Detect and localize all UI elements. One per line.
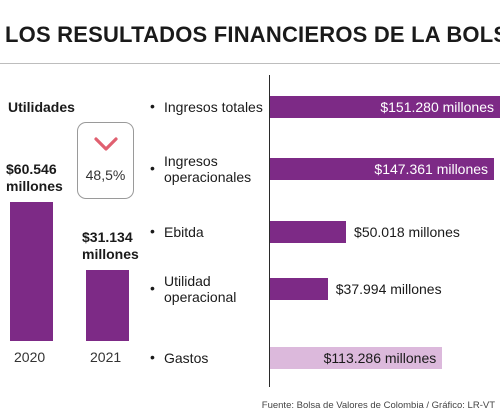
bar-value-label: $151.280 millones — [380, 99, 494, 115]
bar-value-label: $113.286 millones — [323, 350, 437, 366]
bar-value-label: $50.018 millones — [354, 224, 460, 240]
x-tick-2021: 2021 — [90, 349, 122, 365]
bar — [270, 158, 495, 180]
bullet-icon: • — [150, 280, 155, 296]
bullet-icon: • — [150, 349, 155, 365]
bar — [270, 221, 347, 243]
bar-2021 — [86, 269, 129, 341]
bullet-icon: • — [150, 160, 155, 176]
change-badge: 48,5% — [77, 122, 134, 199]
category-label: Gastos — [164, 350, 209, 366]
x-tick-2020: 2020 — [14, 349, 46, 365]
category-label: Utilidad operacional — [164, 273, 237, 305]
bullet-icon: • — [150, 98, 155, 114]
category-label: Ingresos operacionales — [164, 153, 252, 185]
category-label: Ingresos totales — [164, 99, 263, 115]
chart-title: LOS RESULTADOS FINANCIEROS DE LA BOLSA — [5, 22, 500, 47]
axis-divider — [269, 75, 270, 387]
bullet-icon: • — [150, 223, 155, 239]
bar-2020 — [10, 202, 53, 341]
source-note: Fuente: Bolsa de Valores de Colombia / G… — [261, 400, 495, 411]
title-divider — [0, 63, 500, 64]
utilidades-label: Utilidades — [8, 99, 75, 115]
bar-value-label-2020: $60.546 millones — [6, 161, 63, 194]
bar — [270, 347, 443, 369]
bar — [270, 96, 500, 118]
bar-value-label: $37.994 millones — [335, 281, 442, 297]
category-label: Ebitda — [164, 224, 204, 240]
change-value: 48,5% — [85, 167, 126, 183]
bar — [270, 278, 328, 300]
chevron-down-icon — [93, 135, 119, 158]
bar-value-label: $147.361 millones — [374, 161, 489, 177]
bar-value-label-2021: $31.134 millones — [82, 228, 139, 262]
